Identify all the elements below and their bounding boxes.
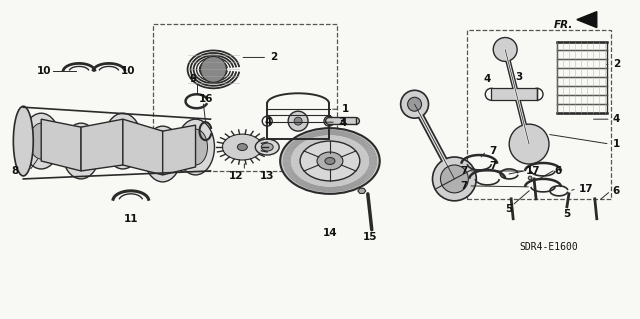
Text: 10: 10: [36, 66, 51, 76]
Ellipse shape: [280, 128, 380, 194]
Bar: [153, 24, 337, 171]
Ellipse shape: [104, 113, 142, 169]
Text: 17: 17: [579, 184, 593, 194]
Text: 6: 6: [554, 166, 561, 176]
Text: 2: 2: [270, 52, 278, 63]
Circle shape: [493, 38, 517, 62]
Text: 12: 12: [229, 171, 244, 181]
Text: FR.: FR.: [554, 19, 573, 30]
Polygon shape: [123, 119, 163, 175]
Text: 11: 11: [124, 214, 138, 224]
Ellipse shape: [177, 119, 214, 175]
Ellipse shape: [29, 123, 53, 159]
Text: 13: 13: [260, 171, 275, 181]
Text: 7: 7: [489, 161, 497, 171]
Text: 10: 10: [121, 66, 136, 76]
Ellipse shape: [22, 113, 60, 169]
Polygon shape: [528, 176, 532, 180]
Text: 3: 3: [515, 72, 523, 82]
Ellipse shape: [69, 133, 93, 169]
Ellipse shape: [144, 126, 182, 182]
Text: 7: 7: [489, 146, 497, 156]
Circle shape: [294, 117, 302, 125]
Ellipse shape: [13, 106, 33, 176]
Ellipse shape: [62, 123, 100, 179]
Circle shape: [440, 165, 468, 193]
Text: 6: 6: [612, 186, 620, 196]
Polygon shape: [577, 12, 596, 27]
Text: 1: 1: [342, 104, 349, 114]
Circle shape: [433, 157, 476, 201]
Ellipse shape: [255, 139, 279, 155]
Ellipse shape: [237, 144, 247, 151]
Polygon shape: [358, 188, 366, 193]
Bar: [557, 41, 607, 113]
Text: 5: 5: [563, 209, 570, 219]
Text: 8: 8: [12, 166, 19, 176]
Text: 14: 14: [323, 228, 337, 238]
Ellipse shape: [223, 134, 262, 160]
Circle shape: [517, 132, 541, 156]
Circle shape: [408, 97, 422, 111]
Text: 5: 5: [506, 204, 513, 214]
Circle shape: [288, 111, 308, 131]
Ellipse shape: [317, 152, 343, 170]
Polygon shape: [41, 119, 81, 171]
Text: 2: 2: [612, 59, 620, 70]
Text: 1: 1: [612, 139, 620, 149]
Circle shape: [200, 56, 227, 82]
Bar: [492, 88, 537, 100]
Ellipse shape: [325, 158, 335, 165]
Ellipse shape: [151, 136, 175, 172]
Text: 4: 4: [340, 118, 348, 128]
Text: 9: 9: [190, 74, 197, 84]
Text: 4: 4: [612, 114, 620, 124]
Ellipse shape: [300, 141, 360, 181]
Text: 3: 3: [338, 117, 345, 127]
Polygon shape: [163, 125, 196, 175]
Circle shape: [509, 124, 549, 164]
Text: 7: 7: [460, 181, 467, 191]
Text: 17: 17: [526, 166, 541, 176]
Bar: [467, 30, 611, 199]
Ellipse shape: [111, 123, 135, 159]
Ellipse shape: [261, 143, 273, 151]
Text: 7: 7: [460, 166, 467, 176]
Text: 16: 16: [198, 94, 213, 104]
Text: 4: 4: [264, 117, 271, 127]
Text: 4: 4: [483, 74, 491, 84]
Polygon shape: [81, 119, 123, 171]
Text: 15: 15: [362, 232, 377, 242]
Circle shape: [401, 90, 429, 118]
Ellipse shape: [184, 129, 207, 165]
Text: SDR4-E1600: SDR4-E1600: [520, 241, 579, 252]
